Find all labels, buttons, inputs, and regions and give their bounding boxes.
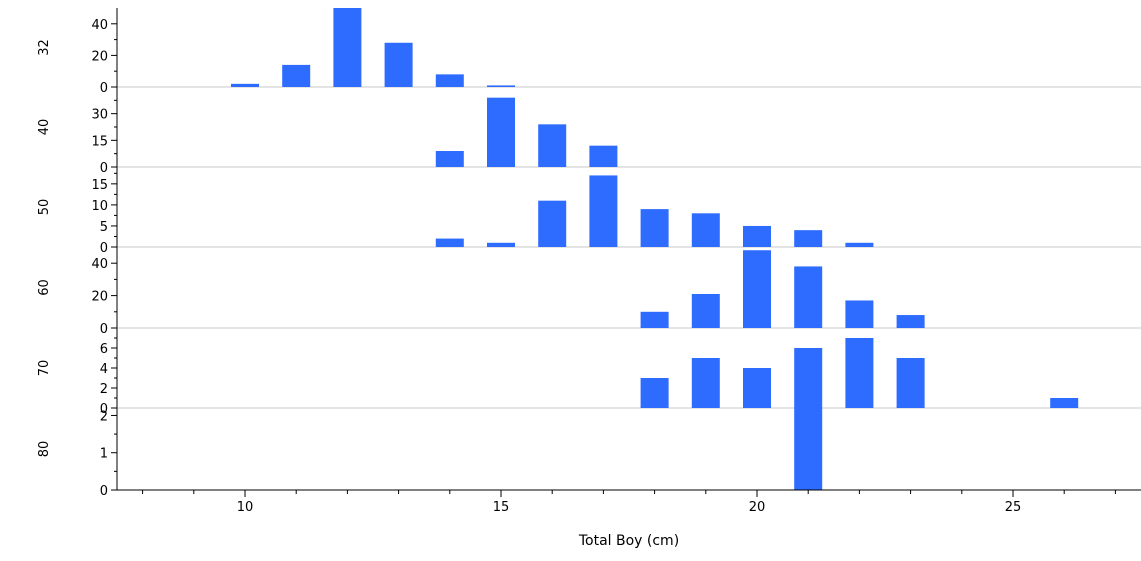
y-tick-label-32: 20 xyxy=(91,49,108,64)
panel-label-50: 50 xyxy=(37,199,52,216)
labels: 3202040400153050051015600204070024680012… xyxy=(37,18,1021,515)
bar-50-19 xyxy=(691,213,720,247)
bar-60-20 xyxy=(743,250,771,328)
x-tick-label: 25 xyxy=(1005,500,1022,515)
bar-60-23 xyxy=(896,315,925,328)
bar-40-14 xyxy=(435,151,464,167)
x-tick-label: 10 xyxy=(237,500,254,515)
bar-32-13 xyxy=(384,42,413,87)
bars xyxy=(231,8,1079,490)
y-tick-label-32: 40 xyxy=(91,18,108,33)
bar-50-14 xyxy=(435,238,464,247)
y-tick-label-70: 2 xyxy=(100,382,108,397)
x-tick-label: 20 xyxy=(749,500,766,515)
axes xyxy=(111,8,1141,497)
y-tick-label-50: 15 xyxy=(91,178,108,193)
y-tick-label-70: 0 xyxy=(100,402,108,417)
bar-32-12 xyxy=(333,8,362,87)
y-tick-label-80: 1 xyxy=(100,447,108,462)
y-tick-label-80: 2 xyxy=(100,409,108,424)
panel-separators xyxy=(117,86,1141,409)
y-tick-label-60: 0 xyxy=(100,322,108,337)
bar-50-21 xyxy=(794,230,823,247)
panel-label-70: 70 xyxy=(37,360,52,377)
bar-70-21 xyxy=(794,348,823,408)
y-tick-label-32: 0 xyxy=(100,81,108,96)
bar-32-15 xyxy=(487,85,515,87)
y-tick-label-50: 0 xyxy=(100,241,108,256)
y-tick-label-40: 15 xyxy=(91,134,108,149)
bar-32-10 xyxy=(231,83,259,87)
panel-label-60: 60 xyxy=(37,279,52,296)
bar-50-20 xyxy=(743,225,771,247)
y-tick-label-60: 20 xyxy=(91,290,108,305)
bar-70-19 xyxy=(691,358,720,408)
y-tick-label-70: 4 xyxy=(100,362,108,377)
panel-label-80: 80 xyxy=(37,441,52,458)
bar-50-16 xyxy=(538,200,567,247)
bar-70-20 xyxy=(743,368,771,408)
y-tick-label-40: 0 xyxy=(100,161,108,176)
x-axis-title: Total Boy (cm) xyxy=(578,533,679,549)
bar-80-21 xyxy=(794,408,823,490)
x-tick-label: 15 xyxy=(493,500,510,515)
bar-50-22 xyxy=(845,242,874,247)
bar-60-18 xyxy=(640,311,669,328)
y-tick-label-80: 0 xyxy=(100,484,108,499)
y-tick-label-70: 6 xyxy=(100,342,108,357)
bar-60-19 xyxy=(691,293,720,328)
bar-60-22 xyxy=(845,300,874,328)
panel-label-32: 32 xyxy=(37,39,52,56)
bar-40-15 xyxy=(487,97,515,167)
bar-70-22 xyxy=(845,338,874,408)
bar-50-15 xyxy=(487,242,515,247)
y-tick-label-50: 10 xyxy=(91,199,108,214)
panel-label-40: 40 xyxy=(37,119,52,136)
bar-60-21 xyxy=(794,266,823,328)
bar-50-18 xyxy=(640,209,669,247)
bar-70-18 xyxy=(640,378,669,408)
bar-50-17 xyxy=(589,175,618,247)
bar-32-11 xyxy=(282,64,311,87)
bar-32-14 xyxy=(435,74,464,87)
bar-40-17 xyxy=(589,145,618,167)
bar-70-26 xyxy=(1050,398,1079,408)
y-tick-label-50: 5 xyxy=(100,220,108,235)
y-tick-label-40: 30 xyxy=(91,108,108,123)
y-tick-label-60: 40 xyxy=(91,257,108,272)
bar-70-23 xyxy=(896,358,925,408)
bar-40-16 xyxy=(538,124,567,167)
